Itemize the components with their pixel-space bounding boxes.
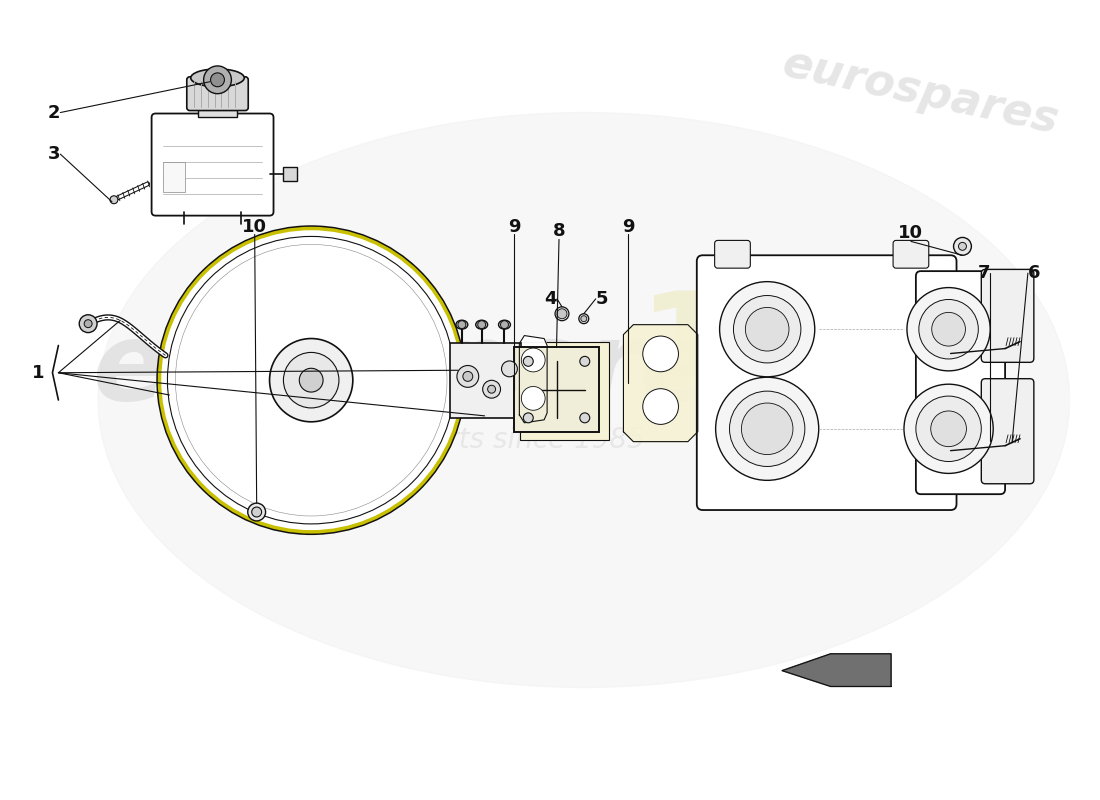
Polygon shape	[782, 654, 891, 686]
Text: 1: 1	[32, 364, 44, 382]
Circle shape	[716, 378, 818, 480]
Circle shape	[167, 237, 455, 524]
Ellipse shape	[475, 320, 487, 329]
Bar	[198, 106, 238, 118]
Bar	[515, 347, 598, 432]
Ellipse shape	[498, 320, 510, 329]
Circle shape	[204, 66, 231, 94]
Circle shape	[954, 238, 971, 255]
FancyBboxPatch shape	[916, 271, 1005, 494]
FancyBboxPatch shape	[981, 378, 1034, 484]
Bar	[284, 167, 297, 181]
Bar	[450, 342, 521, 418]
Text: 5: 5	[596, 290, 608, 308]
Circle shape	[746, 307, 789, 351]
Circle shape	[729, 391, 805, 466]
Text: eurospares: eurospares	[779, 42, 1063, 143]
Circle shape	[642, 389, 679, 424]
Circle shape	[556, 307, 569, 321]
Circle shape	[210, 73, 224, 86]
Ellipse shape	[455, 320, 468, 329]
Circle shape	[580, 413, 590, 422]
Text: 9: 9	[508, 218, 520, 235]
Circle shape	[734, 295, 801, 363]
Circle shape	[110, 196, 118, 204]
Text: 8: 8	[552, 222, 565, 241]
Circle shape	[741, 403, 793, 454]
Circle shape	[557, 309, 566, 318]
Bar	[520, 342, 608, 440]
Circle shape	[456, 366, 478, 387]
Circle shape	[932, 312, 966, 346]
Circle shape	[458, 321, 465, 329]
Circle shape	[916, 396, 981, 462]
Polygon shape	[98, 113, 1069, 687]
Circle shape	[299, 368, 323, 392]
Text: 2: 2	[48, 103, 60, 122]
Circle shape	[958, 242, 967, 250]
Circle shape	[521, 386, 546, 410]
Circle shape	[477, 321, 486, 329]
Circle shape	[248, 503, 265, 521]
Circle shape	[500, 321, 508, 329]
Text: 10: 10	[899, 225, 923, 242]
Text: 7: 7	[978, 264, 990, 282]
Circle shape	[79, 314, 97, 333]
Text: eurospares: eurospares	[92, 318, 778, 423]
Circle shape	[270, 338, 353, 422]
Text: 9: 9	[623, 218, 635, 235]
Circle shape	[521, 348, 546, 372]
Circle shape	[579, 314, 588, 324]
Polygon shape	[519, 335, 547, 422]
FancyBboxPatch shape	[715, 241, 750, 268]
Bar	[164, 162, 185, 192]
Circle shape	[581, 316, 586, 322]
FancyBboxPatch shape	[696, 255, 957, 510]
Circle shape	[580, 356, 590, 366]
Circle shape	[642, 336, 679, 372]
Circle shape	[252, 507, 262, 517]
Circle shape	[157, 226, 465, 534]
FancyBboxPatch shape	[152, 114, 274, 216]
Text: 6: 6	[1027, 264, 1041, 282]
Circle shape	[908, 287, 990, 371]
Circle shape	[524, 413, 534, 422]
FancyBboxPatch shape	[187, 77, 249, 110]
Circle shape	[175, 244, 447, 516]
Circle shape	[463, 371, 473, 382]
Circle shape	[284, 353, 339, 408]
Text: 1985: 1985	[638, 287, 1005, 414]
Circle shape	[524, 356, 534, 366]
Circle shape	[502, 361, 517, 377]
Circle shape	[904, 384, 993, 474]
Polygon shape	[624, 325, 697, 442]
FancyBboxPatch shape	[981, 270, 1034, 362]
Text: 10: 10	[242, 218, 267, 235]
Circle shape	[918, 299, 978, 359]
Ellipse shape	[190, 69, 244, 86]
Text: a passion for parts since 1985: a passion for parts since 1985	[226, 426, 645, 454]
Text: 4: 4	[544, 290, 557, 308]
Circle shape	[483, 380, 500, 398]
Circle shape	[487, 386, 496, 393]
Circle shape	[931, 411, 967, 446]
FancyBboxPatch shape	[893, 241, 928, 268]
Text: 3: 3	[48, 145, 60, 163]
Circle shape	[719, 282, 815, 377]
Circle shape	[85, 320, 92, 328]
